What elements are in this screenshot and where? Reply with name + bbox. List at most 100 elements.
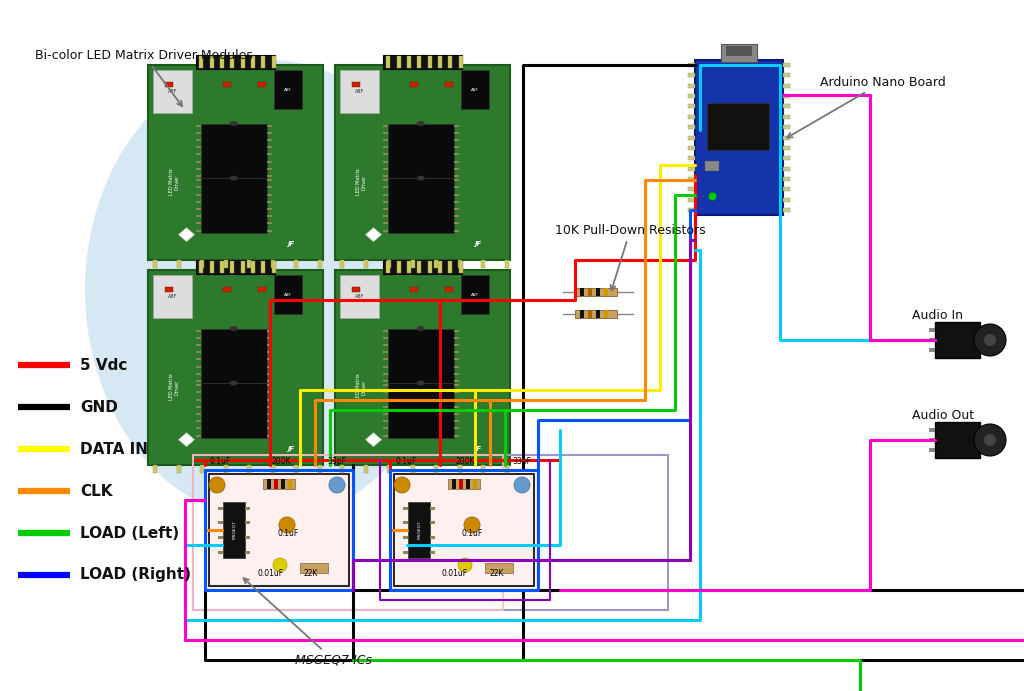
Bar (383, 168, 387, 170)
Bar (267, 179, 272, 181)
Bar (387, 260, 391, 268)
Text: MSGEQ7 ICs: MSGEQ7 ICs (244, 578, 372, 667)
Bar (428, 56, 432, 68)
Text: A8F: A8F (354, 294, 364, 299)
Text: LOAD (Right): LOAD (Right) (80, 567, 191, 583)
Bar (272, 56, 275, 68)
Bar (403, 521, 408, 524)
Bar (383, 373, 387, 375)
Bar (274, 275, 302, 314)
Bar (352, 82, 360, 86)
Bar (604, 310, 608, 318)
Circle shape (329, 477, 345, 493)
Bar (218, 507, 223, 509)
Bar (196, 160, 201, 162)
Bar (352, 287, 360, 292)
Bar (267, 413, 272, 415)
Text: LOAD (Left): LOAD (Left) (80, 525, 179, 540)
Bar (449, 261, 453, 273)
Bar (430, 507, 435, 509)
Bar (340, 70, 379, 113)
Bar (383, 132, 387, 134)
Bar (505, 465, 509, 473)
Bar (688, 208, 695, 212)
Text: MSGEQ7: MSGEQ7 (417, 520, 421, 540)
Bar (783, 177, 790, 181)
Bar (459, 261, 463, 273)
Bar (688, 167, 695, 171)
Bar (454, 406, 459, 408)
Bar (454, 215, 459, 217)
Bar (783, 115, 790, 119)
Bar (197, 55, 274, 69)
Circle shape (464, 517, 480, 533)
Bar (403, 507, 408, 509)
Bar (267, 351, 272, 353)
Bar (454, 413, 459, 415)
Bar (245, 551, 250, 553)
Text: jF: jF (288, 241, 295, 247)
Bar (230, 56, 234, 68)
Text: 0.01uF: 0.01uF (257, 569, 283, 578)
Bar (783, 94, 790, 98)
Bar (721, 44, 757, 62)
Text: 0.1uF: 0.1uF (462, 529, 483, 538)
Bar (383, 187, 387, 189)
Bar (251, 261, 255, 273)
Bar (407, 261, 411, 273)
Text: LED Matrix
Driver: LED Matrix Driver (169, 374, 179, 400)
Bar (210, 261, 214, 273)
Bar (383, 337, 387, 339)
Ellipse shape (229, 381, 238, 386)
Bar (261, 56, 265, 68)
Bar (196, 201, 201, 202)
Bar (935, 322, 980, 358)
Ellipse shape (417, 381, 425, 386)
Bar (196, 428, 201, 430)
Bar (929, 348, 935, 352)
Bar (199, 261, 203, 273)
Text: 0.1uF: 0.1uF (395, 457, 416, 466)
Bar (505, 260, 509, 268)
Bar (438, 56, 442, 68)
Bar (196, 146, 201, 148)
Bar (454, 399, 459, 401)
Bar (929, 338, 935, 342)
Bar (223, 465, 227, 473)
Text: 0.1uF: 0.1uF (278, 529, 298, 538)
Text: jF: jF (475, 446, 482, 453)
Text: Arduino Nano Board: Arduino Nano Board (787, 75, 946, 138)
Bar (466, 479, 470, 489)
Bar (454, 124, 459, 126)
Bar (688, 187, 695, 191)
Bar (454, 330, 459, 332)
Bar (688, 125, 695, 129)
Bar (383, 124, 387, 126)
Bar (335, 270, 510, 465)
Bar (223, 82, 230, 86)
Bar (383, 399, 387, 401)
Bar (688, 94, 695, 98)
Circle shape (394, 477, 410, 493)
Bar (383, 351, 387, 353)
Bar (783, 156, 790, 160)
Bar (454, 160, 459, 162)
Bar (196, 380, 201, 382)
Bar (403, 536, 408, 539)
Text: LED Matrix
Driver: LED Matrix Driver (169, 169, 179, 196)
Bar (220, 56, 224, 68)
Bar (196, 139, 201, 141)
Text: 33pF: 33pF (512, 457, 531, 466)
Text: A8F: A8F (471, 88, 479, 91)
Text: A8F: A8F (168, 89, 177, 94)
Bar (300, 563, 328, 573)
Bar (218, 521, 223, 524)
Bar (196, 187, 201, 189)
Bar (383, 413, 387, 415)
Bar (196, 175, 201, 177)
Bar (218, 536, 223, 539)
Bar (383, 330, 387, 332)
Bar (176, 260, 180, 268)
Bar (267, 384, 272, 386)
Text: A8F: A8F (284, 292, 292, 296)
